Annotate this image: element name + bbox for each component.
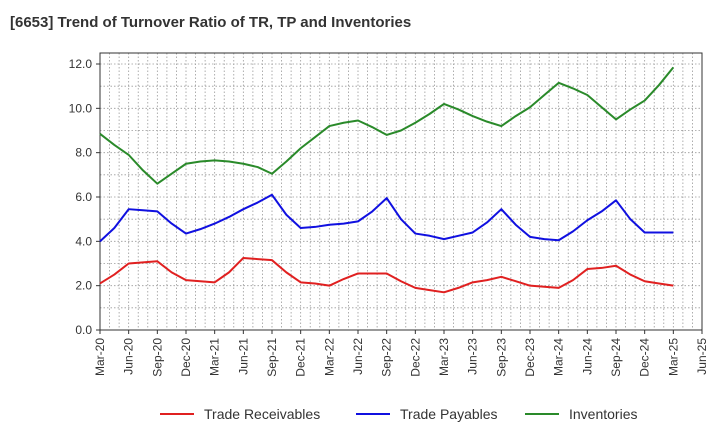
x-tick-label: Jun-24 [580,338,594,375]
legend-label: Inventories [569,406,637,422]
x-tick-label: Mar-21 [208,338,222,376]
x-tick-label: Mar-25 [666,338,680,376]
x-tick-label: Mar-20 [93,338,107,376]
x-tick-label: Mar-22 [322,338,336,376]
x-tick-label: Dec-23 [523,338,537,377]
x-tick-label: Jun-21 [236,338,250,375]
series-lines [99,66,675,294]
x-axis: Mar-20 Jun-20 Sep-20 Dec-20 Mar-21 Jun-21 Sep-… [93,330,709,377]
y-tick-label: 12.0 [69,57,93,71]
x-tick-label: Mar-23 [437,338,451,376]
x-tick-label: Dec-22 [408,338,422,377]
y-tick-label: 4.0 [75,234,92,248]
x-tick-label: Jun-25 [695,338,709,375]
plot-frame [99,52,703,331]
x-tick-label: Sep-23 [494,338,508,377]
legend: Trade Receivables Trade Payables Inventori… [160,406,637,422]
x-tick-label: Sep-20 [150,338,164,377]
y-tick-label: 6.0 [75,190,92,204]
legend-label: Trade Payables [400,406,498,422]
series-line-trade-payables [99,193,674,243]
grid [99,53,703,331]
y-tick-label: 10.0 [69,101,93,115]
x-tick-label: Mar-24 [552,338,566,376]
x-tick-label: Dec-20 [179,338,193,377]
series-line-inventories [99,66,675,185]
x-tick-label: Sep-22 [380,338,394,377]
x-tick-label: Jun-22 [351,338,365,375]
y-tick-label: 0.0 [75,323,92,337]
x-tick-label: Sep-21 [265,338,279,377]
x-tick-label: Jun-20 [122,338,136,375]
x-tick-label: Sep-24 [609,338,623,377]
y-tick-label: 8.0 [75,146,92,160]
series-line-trade-receivables [99,256,674,294]
chart-title: [6653] Trend of Turnover Ratio of TR, TP… [10,14,412,31]
y-axis: 0.0 2.0 4.0 6.0 8.0 10.0 12.0 [69,57,100,337]
x-tick-label: Dec-21 [294,338,308,377]
x-tick-label: Jun-23 [466,338,480,375]
y-tick-label: 2.0 [75,279,92,293]
x-tick-label: Dec-24 [638,338,652,377]
legend-label: Trade Receivables [204,406,320,422]
